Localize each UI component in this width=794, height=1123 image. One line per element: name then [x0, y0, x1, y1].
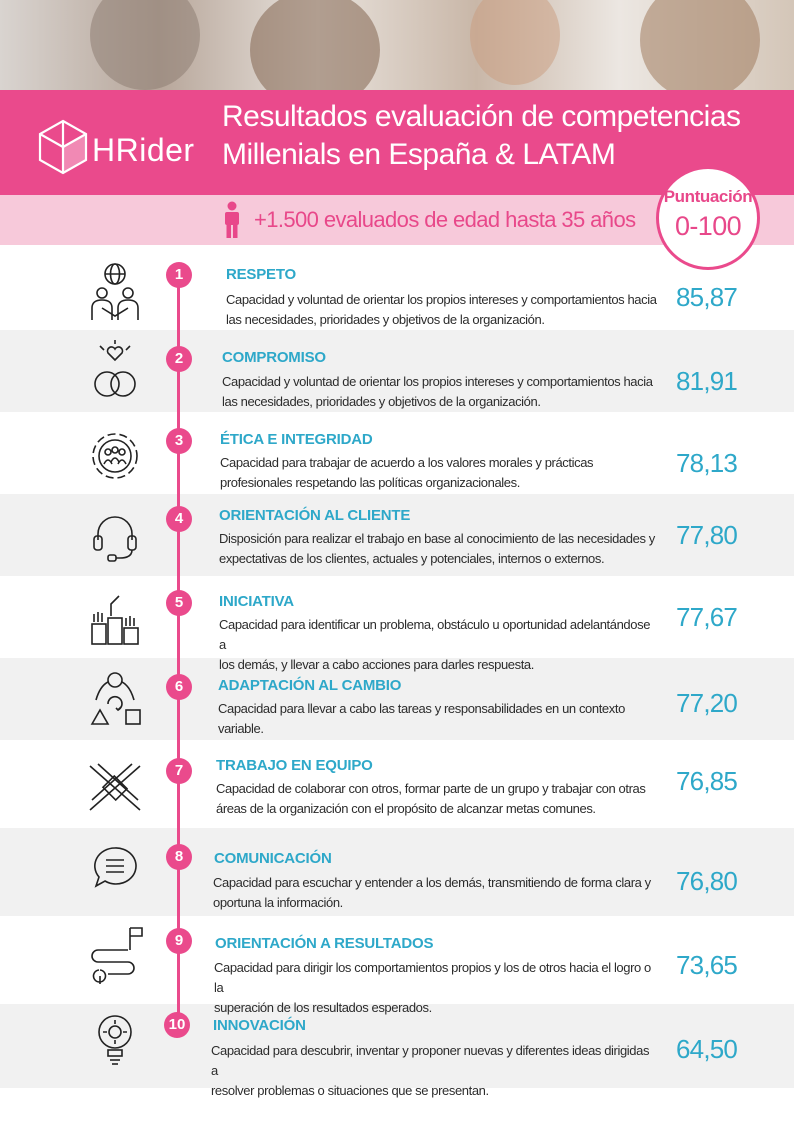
competency-title: COMPROMISO — [222, 349, 326, 366]
badge-label: Puntuación — [663, 187, 753, 206]
rings-heart-icon — [94, 340, 136, 397]
competency-title: INICIATIVA — [219, 593, 294, 610]
competency-score: 77,20 — [676, 688, 738, 718]
description-line: Capacidad para dirigir los comportamient… — [214, 960, 651, 995]
description-line: Capacidad y voluntad de orientar los pro… — [226, 292, 657, 307]
description-line: variable. — [218, 721, 264, 736]
subtitle: +1.500 evaluados de edad hasta 35 años — [254, 207, 636, 232]
description-line: Capacidad para identificar un problema, … — [219, 617, 651, 652]
competency-description: Capacidad para identificar un problema, … — [219, 615, 659, 675]
hrider-logo — [38, 119, 88, 175]
rank-badge: 8 — [166, 844, 192, 870]
competency-title: ORIENTACIÓN AL CLIENTE — [219, 507, 411, 524]
score-range-badge: Puntuación 0-100 — [656, 166, 760, 270]
competency-description: Capacidad de colaborar con otros, formar… — [216, 779, 656, 819]
description-line: áreas de la organización con el propósit… — [216, 801, 596, 816]
description-line: oportuna la información. — [213, 895, 343, 910]
competency-description: Disposición para realizar el trabajo en … — [219, 529, 659, 569]
competency-description: Capacidad para trabajar de acuerdo a los… — [220, 453, 660, 493]
description-line: Capacidad de colaborar con otros, formar… — [216, 781, 646, 796]
speech-bubble-icon — [94, 847, 137, 888]
competency-score: 76,85 — [676, 766, 738, 796]
competency-description: Capacidad para dirigir los comportamient… — [214, 958, 654, 1018]
title-band — [0, 90, 794, 195]
competency-row-bg — [0, 828, 794, 916]
competency-title: TRABAJO EN EQUIPO — [216, 757, 373, 774]
competency-score: 81,91 — [676, 366, 738, 396]
competency-row-bg — [0, 330, 794, 412]
competency-description: Capacidad y voluntad de orientar los pro… — [226, 290, 666, 330]
competency-description: Capacidad y voluntad de orientar los pro… — [222, 372, 662, 412]
change-shapes-icon — [90, 672, 141, 725]
description-line: resolver problemas o situaciones que se … — [211, 1083, 489, 1098]
competency-title: ADAPTACIÓN AL CAMBIO — [218, 677, 402, 694]
description-line: profesionales respetando las políticas o… — [220, 475, 520, 490]
competency-description: Capacidad para escuchar y entender a los… — [213, 873, 653, 913]
description-line: las necesidades, prioridades y objetivos… — [222, 394, 541, 409]
competency-score: 73,65 — [676, 950, 738, 980]
rank-badge: 9 — [166, 928, 192, 954]
rank-badge: 2 — [166, 346, 192, 372]
competency-title: COMUNICACIÓN — [214, 850, 332, 867]
rank-badge: 3 — [166, 428, 192, 454]
competency-title: ÉTICA E INTEGRIDAD — [220, 431, 373, 448]
description-line: los demás, y llevar a cabo acciones para… — [219, 657, 534, 672]
competency-description: Capacidad para descubrir, inventar y pro… — [211, 1041, 651, 1101]
competency-score: 64,50 — [676, 1034, 738, 1064]
description-line: Capacidad para descubrir, inventar y pro… — [211, 1043, 650, 1078]
title-line-2: Millenials en España & LATAM — [222, 138, 616, 171]
rank-badge: 6 — [166, 674, 192, 700]
badge-range: 0-100 — [674, 211, 742, 241]
rank-badge: 1 — [166, 262, 192, 288]
description-line: Capacidad para trabajar de acuerdo a los… — [220, 455, 594, 470]
competency-score: 77,67 — [676, 602, 738, 632]
people-globe-icon — [91, 263, 139, 320]
description-line: las necesidades, prioridades y objetivos… — [226, 312, 545, 327]
competency-score: 78,13 — [676, 448, 738, 478]
person-icon — [225, 201, 239, 238]
competency-score: 76,80 — [676, 866, 738, 896]
description-line: Capacidad para escuchar y entender a los… — [213, 875, 651, 890]
competency-description: Capacidad para llevar a cabo las tareas … — [218, 699, 658, 739]
page-title: Resultados evaluación de competencias Mi… — [222, 98, 742, 174]
gear-team-icon — [92, 433, 138, 479]
description-line: superación de los resultados esperados. — [214, 1000, 432, 1015]
competency-score: 77,80 — [676, 520, 738, 550]
route-flag-icon — [91, 927, 143, 984]
competency-row-bg — [0, 658, 794, 740]
rank-badge: 10 — [164, 1012, 190, 1038]
joined-hands-icon — [89, 763, 141, 811]
description-line: Capacidad y voluntad de orientar los pro… — [222, 374, 653, 389]
competency-score: 85,87 — [676, 282, 738, 312]
logo-text: HRider — [92, 132, 195, 168]
title-line-1: Resultados evaluación de competencias — [222, 100, 741, 133]
competency-title: ORIENTACIÓN A RESULTADOS — [215, 935, 434, 952]
timeline-line — [177, 268, 180, 1026]
rank-badge: 4 — [166, 506, 192, 532]
description-line: Capacidad para llevar a cabo las tareas … — [218, 701, 625, 716]
rank-badge: 5 — [166, 590, 192, 616]
description-line: expectativas de los clientes, actuales y… — [219, 551, 605, 566]
header-photo — [0, 0, 794, 95]
competency-title: RESPETO — [226, 266, 297, 283]
competency-row-bg — [0, 1004, 794, 1088]
headset-icon — [93, 516, 137, 562]
raised-hands-icon — [91, 595, 139, 645]
idea-bulb-gear-icon — [98, 1015, 132, 1065]
competency-title: INNOVACIÓN — [213, 1017, 306, 1034]
description-line: Disposición para realizar el trabajo en … — [219, 531, 655, 546]
rank-badge: 7 — [166, 758, 192, 784]
